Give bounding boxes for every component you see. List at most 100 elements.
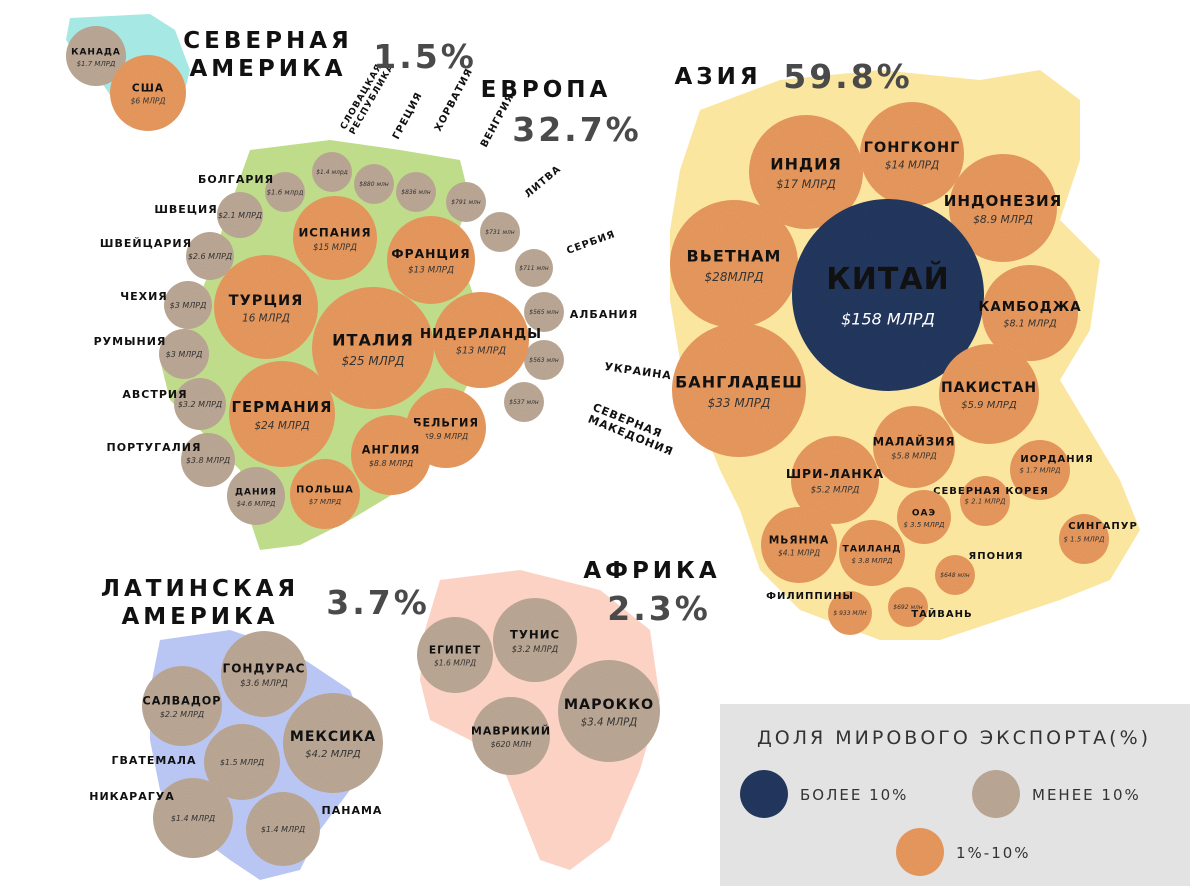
region-eu-pct: 32.7% [512,110,642,149]
bubble-japan: $648 млн ЯПОНИЯ [935,551,1023,595]
country-name: ВЬЕТНАМ [687,247,782,266]
country-value: $ 1.7 МЛРД [1019,466,1061,474]
country-value: $3.2 МЛРД [512,644,559,654]
bubble-circle [888,587,928,627]
country-value: $2.2 МЛРД [160,710,204,719]
bubble-mauritius: МАВРИКИЙ $620 МЛН [471,697,550,775]
country-value: $3 МЛРД [170,301,207,310]
region-africa-name: АФРИКА [583,558,720,584]
country-value: $8.9 МЛРД [973,213,1033,226]
bubble-romania: $3 МЛРД РУМЫНИЯ [94,329,209,379]
bubble-cambodia: КАМБОДЖА $8.1 МЛРД [978,265,1081,361]
bubble-circle [839,520,905,586]
country-name: БОЛГАРИЯ [198,173,274,186]
bubble-panama: $1.4 МЛРД ПАНАМА [246,792,383,866]
country-name: ГРЕЦИЯ [391,90,425,141]
bubble-circle [142,666,222,746]
country-name: ТУНИС [510,627,560,641]
bubble-circle [265,172,305,212]
bubble-vietnam: ВЬЕТНАМ $28МЛРД [670,200,798,328]
bubble-china: КИТАЙ $158 МЛРД [792,199,984,391]
country-name: ПОРТУГАЛИЯ [107,441,202,454]
bubble-circle [186,232,234,280]
country-name: ГЕРМАНИЯ [232,399,333,416]
country-value: $13 МЛРД [408,265,454,275]
country-name: АВСТРИЯ [122,388,187,401]
country-value: $1.5 МЛРД [220,758,264,767]
bubble-circle [749,115,863,229]
bubble-germany: ГЕРМАНИЯ $24 МЛРД [229,361,335,467]
region-na-pct: 1.5% [373,37,477,76]
bubble-circle [504,382,544,422]
country-name: ГОНГКОНГ [864,139,961,156]
country-value: $1.4 МЛРД [261,825,305,834]
bubble-circle [354,164,394,204]
country-value: $33 МЛРД [708,396,771,410]
country-value: $3.2 МЛРД [178,400,222,409]
country-value: $3.6 МЛРД [240,679,288,689]
bubble-serbia: $711 млн СЕРБИЯ [515,229,617,287]
country-name: ИНДИЯ [770,155,842,174]
country-value: $1.6 МЛРД [434,659,476,668]
country-name: БАНГЛАДЕШ [675,373,803,392]
bubble-circle [312,152,352,192]
country-value: $4.2 МЛРД [305,749,361,760]
country-value: $3 МЛРД [166,350,203,359]
country-value: $1.6 млрд [267,188,304,196]
country-value: $24 МЛРД [254,420,309,432]
bubble-thailand: ТАИЛАНД $ 3.8 МЛРД [839,520,905,586]
country-value: $1.4 млрд [316,169,348,176]
bubble-circle [290,459,360,529]
region-asia-pct: 59.8% [783,57,913,96]
bubble-circle [949,154,1057,262]
bubble-circle [433,292,529,388]
bubble-usa: США $6 МЛРД [110,55,186,131]
country-value: $4.6 МЛРД [237,500,276,508]
country-value: $14 МЛРД [885,160,939,172]
country-name: ПАНАМА [322,804,383,817]
bubble-circle [283,693,383,793]
bubble-circle [204,724,280,800]
country-name: КАМБОДЖА [978,300,1081,315]
bubble-circle [153,778,233,858]
bubble-circle [873,406,955,488]
country-value: $15 МЛРД [313,242,357,252]
bubble-albania: $565 млн АЛБАНИЯ [524,292,637,332]
country-name: ИТАЛИЯ [332,331,414,350]
bubble-srilanka: ШРИ-ЛАНКА $5.2 МЛРД [786,436,884,524]
bubble-circle [897,490,951,544]
bubble-circle [214,255,318,359]
country-name: США [132,81,164,94]
country-name: МАЛАЙЗИЯ [873,433,956,448]
bubble-circle [480,212,520,252]
bubble-guatemala: $1.5 МЛРД ГВАТЕМАЛА [111,724,280,800]
country-value: $6 МЛРД [131,97,166,106]
country-value: $2.1 МЛРД [218,211,262,220]
country-value: $3.4 МЛРД [581,717,638,728]
bubble-spain: ИСПАНИЯ $15 МЛРД [293,196,377,280]
country-name: ШВЕЙЦАРИЯ [100,237,192,250]
bubble-indonesia: ИНДОНЕЗИЯ $8.9 МЛРД [944,154,1063,262]
bubble-singapore: $ 1.5 МЛРД СИНГАПУР [1059,514,1137,564]
bubble-mexico: МЕКСИКА $4.2 МЛРД [283,693,383,793]
country-value: $ 933 МЛН [833,610,867,617]
country-name: УКРАИНА [604,360,673,382]
country-value: $3.8 МЛРД [186,456,230,465]
country-name: ИНДОНЕЗИЯ [944,192,1063,210]
legend-title: ДОЛЯ МИРОВОГО ЭКСПОРТА(%) [757,727,1151,749]
bubble-circle [524,292,564,332]
bubble-italy: ИТАЛИЯ $25 МЛРД [312,287,434,409]
bubble-circle [792,199,984,391]
country-name: ГОНДУРАС [223,661,306,675]
country-name: ШРИ-ЛАНКА [786,467,884,481]
bubble-circle [670,200,798,328]
country-name: ИСПАНИЯ [298,225,371,239]
bubble-circle [396,172,436,212]
country-value: $9.9 МЛРД [424,432,468,441]
country-name: ЕГИПЕТ [429,643,481,656]
bubble-pakistan: ПАКИСТАН $5.9 МЛРД [939,344,1039,444]
region-latam-name: ЛАТИНСКАЯ [101,576,299,602]
